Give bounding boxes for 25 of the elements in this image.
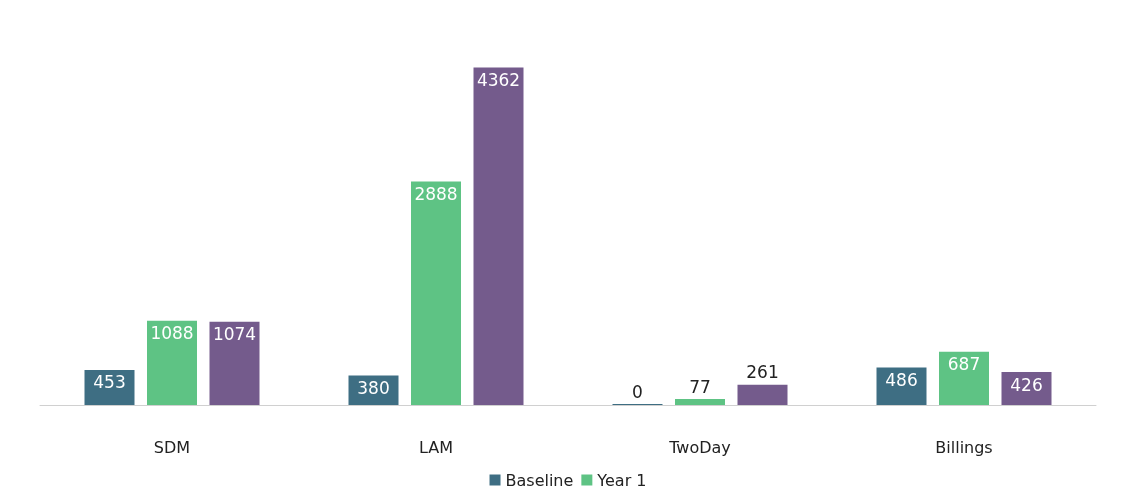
data-label: 261 [746,362,779,383]
bar [209,321,260,405]
data-label: 2888 [414,183,458,204]
data-label: 1088 [150,323,194,344]
data-label: 4362 [476,69,521,90]
data-label: 77 [689,376,711,397]
bar [675,399,725,405]
x-tick-label: Billings [935,437,993,457]
x-tick-label: TwoDay [668,437,731,457]
data-label: 0 [632,381,643,402]
bar [737,384,788,405]
bar [939,351,989,405]
x-tick-label: LAM [418,437,454,457]
data-label: 687 [947,354,981,375]
data-label: 426 [1010,374,1043,395]
legend-label: Year 1 [596,470,647,490]
bar [147,320,197,405]
bar [473,67,524,405]
legend-label: Baseline [505,470,574,490]
bar [411,181,461,405]
x-tick-label: SDM [153,437,191,457]
data-label: 486 [885,369,918,390]
data-label: 380 [357,378,390,399]
data-label: 1074 [212,324,257,345]
data-label: 453 [93,372,126,393]
